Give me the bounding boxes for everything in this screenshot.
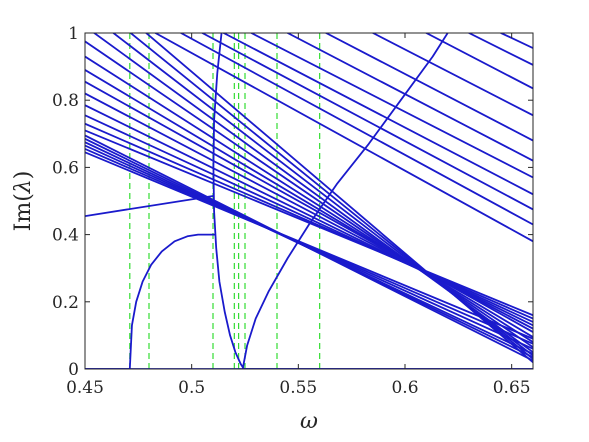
axis-ticks: 0.45 0.5 0.55 0.6 0.65 0 0.2 0.4 0.6 0.8 1 <box>52 24 533 398</box>
data-curves <box>85 33 533 369</box>
plot-frame <box>84 32 534 370</box>
x-tick-label: 0.65 <box>493 378 531 398</box>
series-line-4 <box>85 40 533 349</box>
series-line-26 <box>372 33 533 117</box>
x-tick-label: 0.45 <box>66 378 104 398</box>
y-axis-label-close-paren: ) <box>11 171 36 180</box>
series-line-12 <box>85 129 533 317</box>
series-line-28 <box>468 33 533 66</box>
series-line-29 <box>500 33 533 50</box>
series-line-10 <box>85 114 533 323</box>
x-tick-label: 0.5 <box>178 378 205 398</box>
series-line-22 <box>222 33 533 196</box>
series-line-6 <box>85 69 533 338</box>
series-line-9 <box>85 104 533 327</box>
y-tick-label: 1 <box>68 24 79 44</box>
series-line-30 <box>85 195 214 218</box>
curve-0 <box>128 233 217 369</box>
y-axis-label-func: Im <box>11 202 36 232</box>
y-tick-label: 0.8 <box>52 91 79 111</box>
series-line-3 <box>92 33 533 354</box>
y-tick-label: 0 <box>68 360 79 380</box>
series-line-5 <box>85 55 533 344</box>
series-line-27 <box>425 33 533 90</box>
series-line-18 <box>85 151 533 340</box>
curve-2 <box>241 33 449 369</box>
series-line-20 <box>180 33 533 226</box>
series-line-21 <box>201 33 533 211</box>
series-line-24 <box>286 33 533 162</box>
y-tick-label: 0.6 <box>52 158 79 178</box>
series-line-11 <box>85 122 533 320</box>
y-axis-label-open-paren: ( <box>11 193 36 202</box>
series-line-25 <box>325 33 533 142</box>
y-tick-label: 0.4 <box>52 226 79 246</box>
y-axis-label-var: λ <box>11 179 36 194</box>
y-axis-label-group: Im(λ) <box>11 171 36 232</box>
y-tick-label: 0.2 <box>52 293 79 313</box>
x-axis-label: ω <box>300 409 318 434</box>
series-line-23 <box>250 33 533 179</box>
x-tick-label: 0.6 <box>391 378 418 398</box>
x-tick-label: 0.55 <box>279 378 317 398</box>
curve-1 <box>212 33 245 369</box>
y-axis-label: Im(λ) <box>11 171 36 232</box>
